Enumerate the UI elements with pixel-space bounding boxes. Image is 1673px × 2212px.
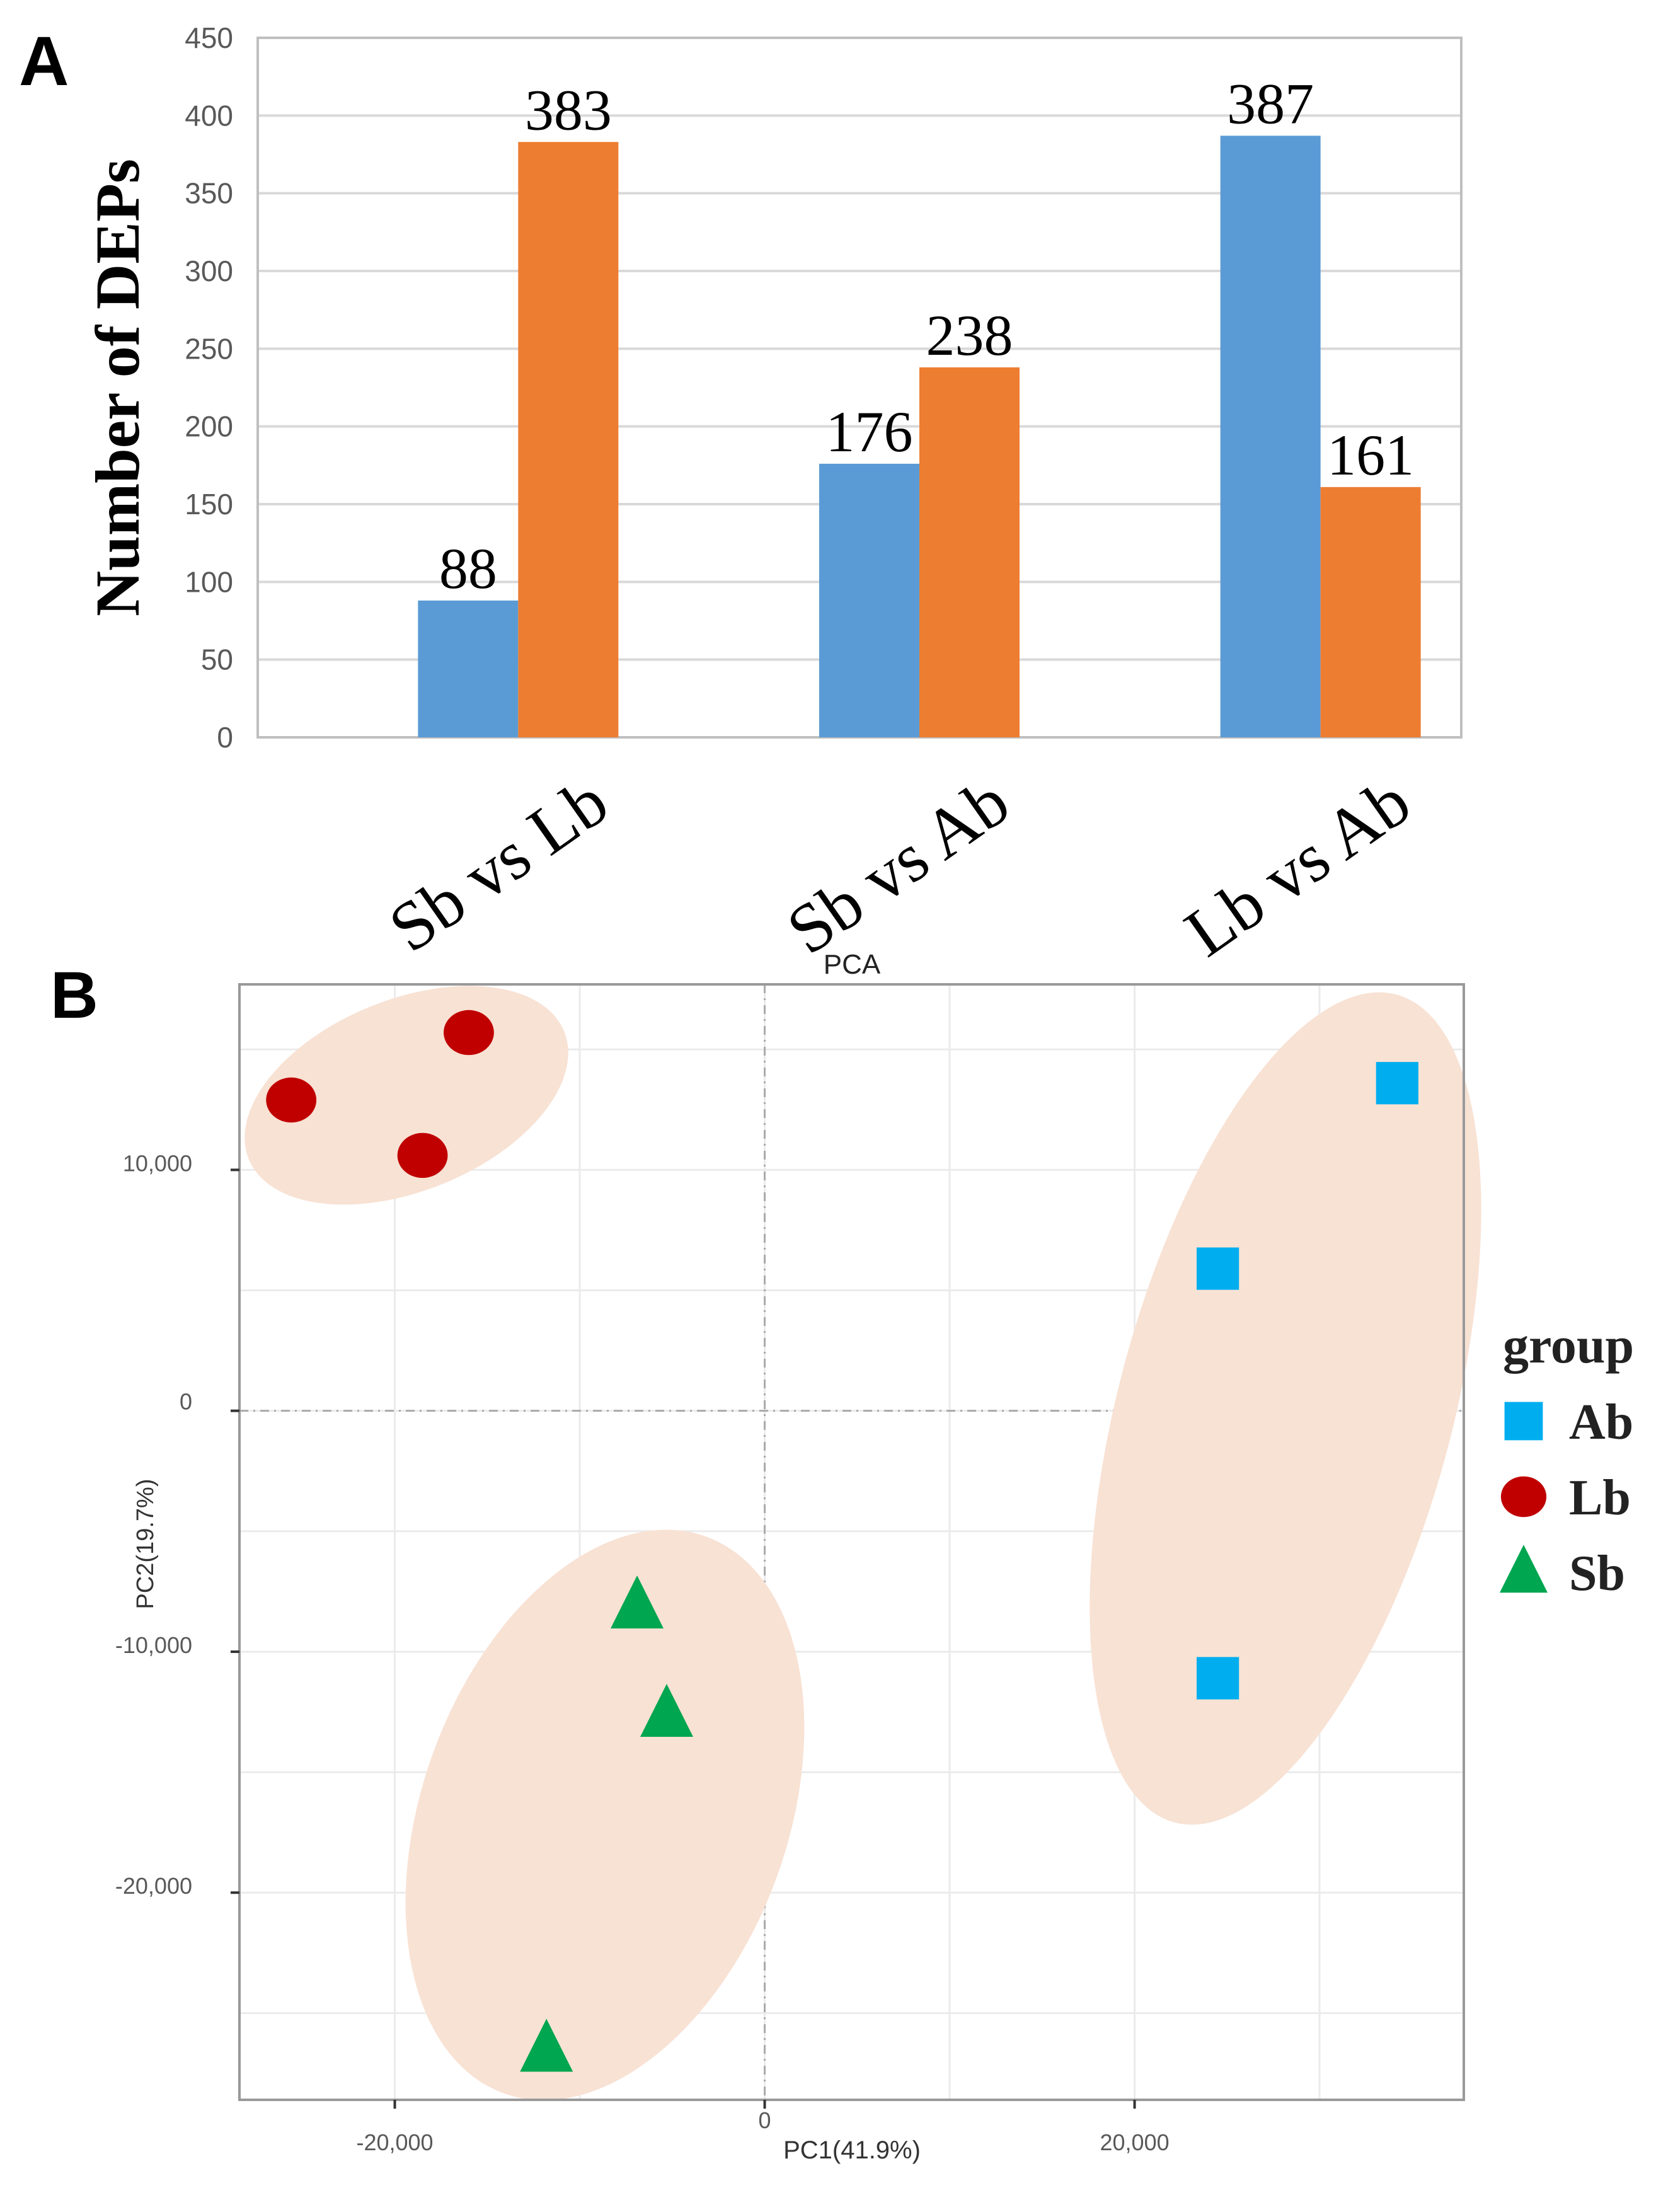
x-tick-label: 0 bbox=[759, 2107, 771, 2133]
y-tick-label: 250 bbox=[185, 332, 233, 365]
bar-series1-1 bbox=[819, 463, 919, 737]
point-Lb bbox=[397, 1132, 448, 1178]
ellipse-Sb bbox=[405, 1529, 805, 2100]
plot-frame bbox=[238, 983, 1465, 2101]
y-tick-label: 400 bbox=[185, 99, 233, 132]
x-tick-label: -20,000 bbox=[356, 2129, 433, 2155]
legend-title: group bbox=[1503, 1316, 1634, 1374]
panel-b-pca-plot: B PCA -20,000020,00010,0000-10,000-20,00… bbox=[50, 949, 1634, 2164]
group-ellipses bbox=[244, 986, 1481, 2100]
pca-title: PCA bbox=[824, 949, 881, 980]
panel-b-label: B bbox=[50, 959, 98, 1032]
y-tick-label: 450 bbox=[185, 21, 233, 54]
bars bbox=[418, 135, 1421, 737]
y-tick-label: 100 bbox=[185, 565, 233, 598]
y-tick-labels: 0 50 100 150 200 250 300 350 400 450 bbox=[185, 21, 233, 754]
y-axis-title: Number of DEPs bbox=[83, 159, 152, 616]
y-tick-label: 50 bbox=[201, 643, 233, 676]
y-axis-title: PC2(19.7%) bbox=[132, 1479, 159, 1610]
panel-a-label: A bbox=[19, 23, 69, 100]
bar-series1-0 bbox=[418, 600, 519, 737]
y-tick-label: 0 bbox=[180, 1389, 192, 1415]
bar-series1-2 bbox=[1220, 135, 1321, 737]
bar-series2-2 bbox=[1320, 487, 1421, 737]
y-tick-label: 10,000 bbox=[123, 1150, 192, 1176]
point-Sb bbox=[520, 2019, 573, 2072]
legend: group Ab Lb Sb bbox=[1500, 1316, 1634, 1601]
data-label: 383 bbox=[525, 78, 612, 142]
y-tick-label: 150 bbox=[185, 488, 233, 521]
bar-series2-0 bbox=[518, 142, 619, 737]
point-Lb bbox=[444, 1010, 494, 1056]
y-tick-label: 0 bbox=[217, 721, 233, 754]
data-label: 161 bbox=[1327, 423, 1414, 487]
category-label: Sb vs Ab bbox=[773, 763, 1022, 969]
legend-marker-Sb bbox=[1500, 1545, 1548, 1593]
legend-label-Sb: Sb bbox=[1569, 1546, 1625, 1601]
x-tick-label: 20,000 bbox=[1100, 2129, 1170, 2155]
y-tick-label: -20,000 bbox=[115, 1873, 192, 1899]
data-label: 176 bbox=[826, 400, 913, 464]
point-Lb bbox=[266, 1077, 317, 1123]
point-Ab bbox=[1197, 1247, 1239, 1290]
tick-labels: -20,000 0 20,000 10,000 0 -10,000 -20,000 bbox=[115, 1150, 1170, 2155]
legend-label-Lb: Lb bbox=[1569, 1470, 1631, 1526]
ellipse-Ab bbox=[1089, 992, 1481, 1825]
category-labels: Sb vs Lb Sb vs Ab Lb vs Ab bbox=[376, 763, 1424, 971]
legend-marker-Lb bbox=[1500, 1476, 1547, 1518]
data-label: 88 bbox=[439, 536, 497, 601]
category-label: Lb vs Ab bbox=[1171, 763, 1423, 971]
point-Sb bbox=[611, 1575, 664, 1629]
y-tick-label: 200 bbox=[185, 410, 233, 443]
point-Ab bbox=[1197, 1657, 1239, 1700]
data-label: 238 bbox=[926, 303, 1013, 367]
category-label: Sb vs Lb bbox=[376, 763, 621, 967]
data-label: 387 bbox=[1227, 71, 1314, 135]
x-axis-title: PC1(41.9%) bbox=[783, 2136, 921, 2164]
point-Sb bbox=[640, 1684, 693, 1737]
legend-label-Ab: Ab bbox=[1569, 1395, 1633, 1450]
y-tick-label: 300 bbox=[185, 255, 233, 287]
bar-series2-1 bbox=[919, 367, 1020, 737]
y-tick-label: -10,000 bbox=[115, 1632, 192, 1658]
points bbox=[266, 1010, 1418, 2072]
point-Ab bbox=[1376, 1062, 1418, 1105]
y-tick-label: 350 bbox=[185, 177, 233, 210]
panel-a-bar-chart: A 0 50 100 150 200 250 300 350 400 450 88 383 17623… bbox=[19, 21, 1463, 971]
legend-marker-Ab bbox=[1504, 1402, 1543, 1441]
